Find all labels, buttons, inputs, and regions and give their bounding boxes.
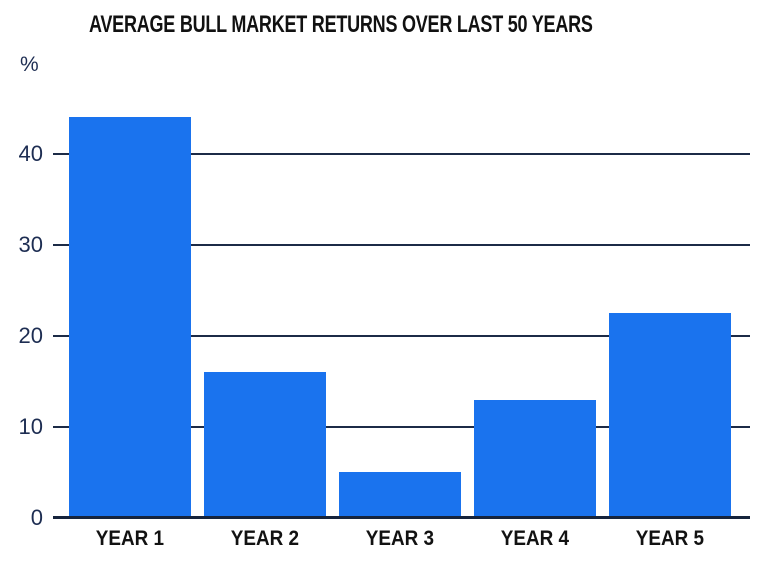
- x-label-year-3: YEAR 3: [330, 527, 470, 551]
- gridline-20: [53, 334, 750, 337]
- x-axis-line: [53, 516, 750, 519]
- bar-year-1: [69, 117, 191, 518]
- chart-title-text: AVERAGE BULL MARKET RETURNS OVER LAST 50…: [88, 11, 593, 38]
- x-label-year-4: YEAR 4: [465, 527, 605, 551]
- y-tick-label-10: 10: [18, 413, 43, 439]
- y-tick-label-30: 30: [18, 231, 43, 257]
- bar-year-4: [474, 399, 596, 518]
- gridline-30: [53, 243, 750, 246]
- bar-year-5: [609, 312, 731, 518]
- gridline-40: [53, 152, 750, 155]
- x-label-text: YEAR 5: [635, 527, 705, 550]
- x-label-year-5: YEAR 5: [600, 527, 740, 551]
- y-tick-label-40: 40: [18, 140, 43, 166]
- x-label-text: YEAR 1: [95, 527, 165, 550]
- gridline-10: [53, 425, 750, 428]
- y-tick-label-0: 0: [30, 505, 43, 530]
- chart-title: AVERAGE BULL MARKET RETURNS OVER LAST 50…: [0, 10, 681, 40]
- plot-area: [53, 100, 750, 519]
- x-label-text: YEAR 3: [365, 527, 435, 550]
- x-label-year-1: YEAR 1: [60, 527, 200, 551]
- x-label-text: YEAR 2: [230, 527, 300, 550]
- y-tick-label-20: 20: [18, 322, 43, 348]
- bar-year-2: [204, 372, 326, 518]
- x-label-year-2: YEAR 2: [195, 527, 335, 551]
- y-axis-unit-label: %: [20, 53, 39, 76]
- x-label-text: YEAR 4: [500, 527, 570, 550]
- bar-year-3: [339, 472, 461, 518]
